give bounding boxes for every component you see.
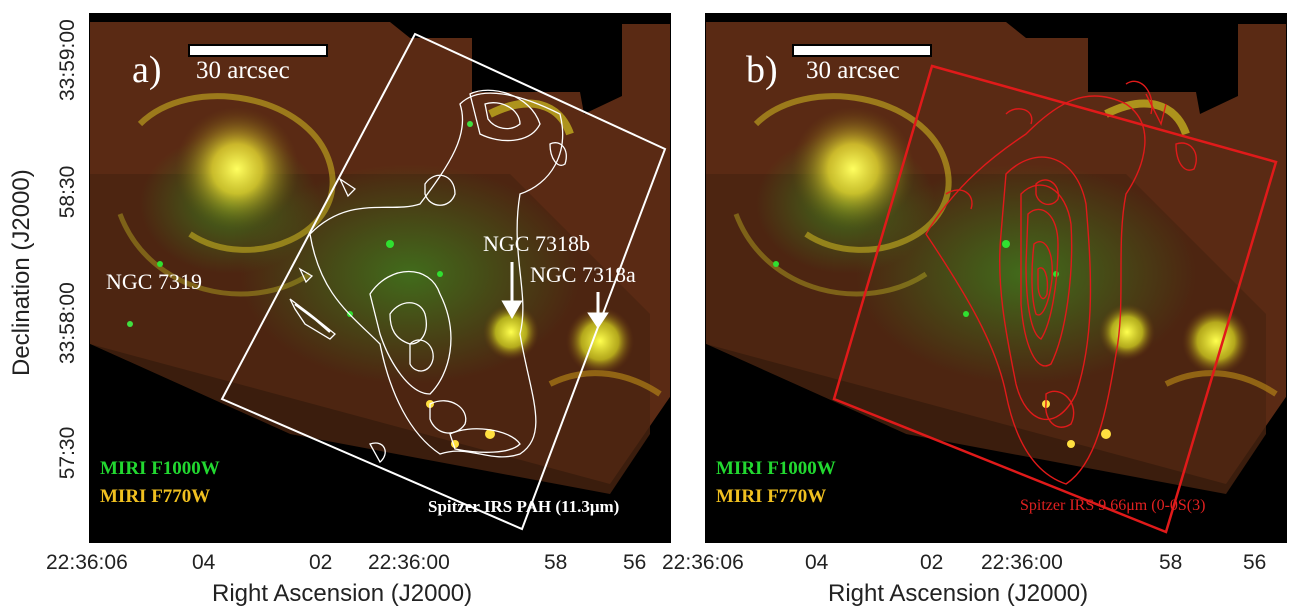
x-tick-label: 22:36:00 xyxy=(368,551,450,574)
x-tick-label: 22:36:00 xyxy=(981,551,1063,574)
x-tick-label: 22:36:06 xyxy=(46,551,128,574)
y-tick-label: 33:59:00 xyxy=(56,19,79,101)
legend-f1000w: MIRI F1000W xyxy=(716,458,836,479)
galaxy-label-ngc7318a: NGC 7318a xyxy=(530,262,636,287)
y-tick-label: 57:30 xyxy=(56,426,79,480)
panel-label-a: a) xyxy=(132,49,162,91)
image-panel-b: 30 arcsec b) MIRI F1000W MIRI F770W Spit… xyxy=(705,13,1287,543)
scale-bar-label: 30 arcsec xyxy=(196,57,290,84)
image-a-svg xyxy=(90,14,670,542)
y-tick-label: 33:58:00 xyxy=(56,282,79,364)
contour-label-b: Spitzer IRS 9.66μm (0-0S(3) xyxy=(1020,497,1206,514)
x-tick-label: 22:36:06 xyxy=(662,551,744,574)
galaxy-label-ngc7319: NGC 7319 xyxy=(106,269,202,294)
x-axis-title-b: Right Ascension (J2000) xyxy=(828,580,1089,607)
panel-label-b: b) xyxy=(746,49,778,91)
legend-f770w: MIRI F770W xyxy=(100,486,211,507)
x-tick-label: 58 xyxy=(1159,551,1183,574)
legend-f1000w: MIRI F1000W xyxy=(100,458,220,479)
x-tick-label: 04 xyxy=(192,551,216,574)
x-tick-label: 58 xyxy=(544,551,568,574)
x-tick-label: 04 xyxy=(805,551,829,574)
x-tick-label: 02 xyxy=(920,551,944,574)
x-tick-label: 02 xyxy=(309,551,333,574)
scale-bar xyxy=(188,44,328,57)
contour-label-a: Spitzer IRS PAH (11.3μm) xyxy=(428,497,620,516)
image-b-svg xyxy=(706,14,1286,542)
legend-f770w: MIRI F770W xyxy=(716,486,827,507)
x-axis-title-a: Right Ascension (J2000) xyxy=(212,580,473,607)
galaxy-label-ngc7318b: NGC 7318b xyxy=(483,231,590,256)
y-axis-title: Declination (J2000) xyxy=(8,169,35,376)
x-tick-label: 56 xyxy=(1243,551,1267,574)
y-tick-label: 58:30 xyxy=(56,165,79,219)
scale-bar xyxy=(792,44,932,57)
scale-bar-label: 30 arcsec xyxy=(806,57,900,84)
x-tick-label: 56 xyxy=(623,551,647,574)
image-panel-a: 30 arcsec a) NGC 7319 NGC 7318b NGC 7318… xyxy=(89,13,671,543)
